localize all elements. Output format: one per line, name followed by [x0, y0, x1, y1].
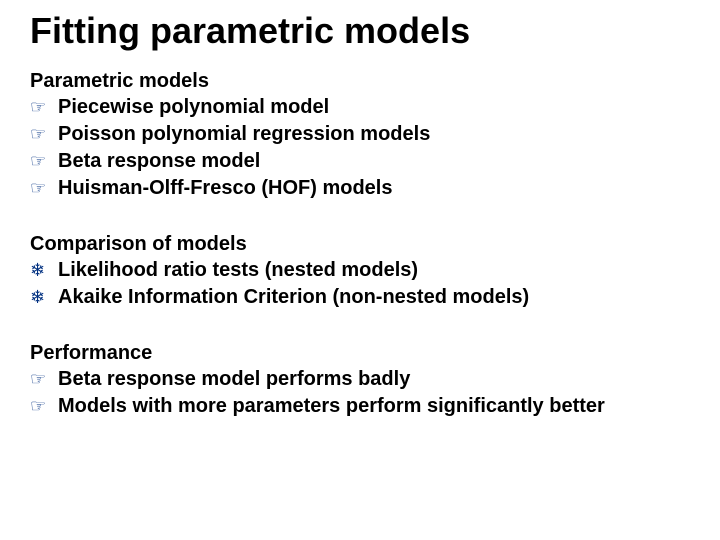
- list-item: ❄ Akaike Information Criterion (non-nest…: [30, 285, 700, 310]
- hand-icon: ☞: [30, 149, 58, 172]
- list-item: ☞ Piecewise polynomial model: [30, 95, 700, 120]
- spacer: [30, 312, 700, 342]
- section1-heading: Parametric models: [30, 70, 700, 93]
- snowflake-icon: ❄: [30, 258, 58, 281]
- hand-icon: ☞: [30, 95, 58, 118]
- item-text: Poisson polynomial regression models: [58, 122, 700, 147]
- list-item: ☞ Poisson polynomial regression models: [30, 122, 700, 147]
- snowflake-icon: ❄: [30, 285, 58, 308]
- item-text: Piecewise polynomial model: [58, 95, 700, 120]
- hand-icon: ☞: [30, 394, 58, 417]
- hand-icon: ☞: [30, 176, 58, 199]
- item-text: Beta response model: [58, 149, 700, 174]
- section3-heading: Performance: [30, 342, 700, 365]
- list-item: ☞ Huisman-Olff-Fresco (HOF) models: [30, 176, 700, 201]
- item-text: Akaike Information Criterion (non-nested…: [58, 285, 700, 310]
- list-item: ☞ Beta response model: [30, 149, 700, 174]
- spacer: [30, 203, 700, 233]
- item-text: Huisman-Olff-Fresco (HOF) models: [58, 176, 700, 201]
- item-text: Models with more parameters perform sign…: [58, 394, 700, 419]
- slide: Fitting parametric models Parametric mod…: [0, 0, 720, 540]
- hand-icon: ☞: [30, 367, 58, 390]
- item-text: Likelihood ratio tests (nested models): [58, 258, 700, 283]
- section2-heading: Comparison of models: [30, 233, 700, 256]
- hand-icon: ☞: [30, 122, 58, 145]
- list-item: ❄ Likelihood ratio tests (nested models): [30, 258, 700, 283]
- list-item: ☞ Models with more parameters perform si…: [30, 394, 700, 419]
- page-title: Fitting parametric models: [30, 10, 700, 52]
- item-text: Beta response model performs badly: [58, 367, 700, 392]
- list-item: ☞ Beta response model performs badly: [30, 367, 700, 392]
